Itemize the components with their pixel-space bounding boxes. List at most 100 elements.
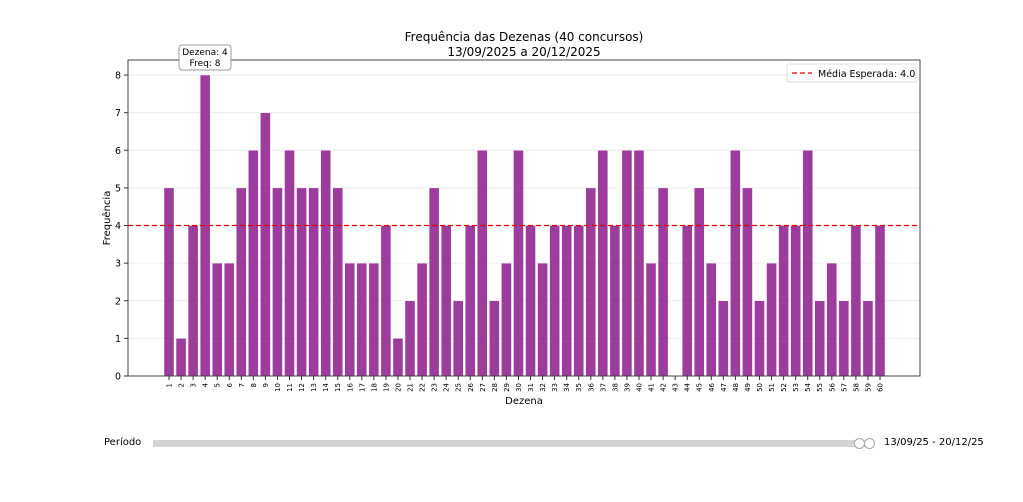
x-tick-label: 41 <box>648 383 656 392</box>
bar-dezena-31[interactable] <box>525 225 536 377</box>
bar-dezena-57[interactable] <box>838 300 850 377</box>
bar-dezena-39[interactable] <box>621 150 633 377</box>
bar-dezena-6[interactable] <box>224 262 235 377</box>
bar-dezena-32[interactable] <box>537 262 548 377</box>
bar-dezena-14[interactable] <box>320 150 331 377</box>
x-tick-label: 55 <box>816 383 824 392</box>
bar-dezena-52[interactable] <box>778 225 789 377</box>
bar-dezena-10[interactable] <box>272 187 283 377</box>
bar-dezena-55[interactable] <box>814 300 825 377</box>
x-tick-label: 53 <box>792 383 800 392</box>
bar-dezena-29[interactable] <box>501 262 512 377</box>
bar-dezena-56[interactable] <box>826 262 837 377</box>
bar-dezena-49[interactable] <box>742 187 753 377</box>
bar-dezena-19[interactable] <box>380 225 392 377</box>
bar-dezena-24[interactable] <box>440 225 452 377</box>
legend-label: Média Esperada: 4.0 <box>818 69 915 80</box>
x-tick-label: 46 <box>708 382 716 391</box>
x-tick-label: 16 <box>346 382 354 391</box>
bar-dezena-5[interactable] <box>212 262 223 377</box>
legend: Média Esperada: 4.0 <box>786 63 917 83</box>
bar-dezena-27[interactable] <box>477 150 488 377</box>
y-axis-label: Frequência <box>101 191 113 246</box>
bar-dezena-40[interactable] <box>633 150 645 377</box>
bar-dezena-41[interactable] <box>645 262 657 377</box>
x-tick-label: 45 <box>696 383 704 392</box>
bar-dezena-45[interactable] <box>694 187 705 377</box>
x-tick-label: 34 <box>563 382 571 391</box>
bar-dezena-60[interactable] <box>874 225 886 377</box>
bar-dezena-23[interactable] <box>428 187 440 377</box>
bar-dezena-25[interactable] <box>453 300 464 377</box>
bar-dezena-15[interactable] <box>332 187 343 377</box>
y-tick-label: 0 <box>115 372 121 383</box>
x-tick-label: 26 <box>467 382 475 391</box>
bar-dezena-8[interactable] <box>248 150 259 377</box>
bar-dezena-18[interactable] <box>368 262 380 377</box>
bar-dezena-42[interactable] <box>657 187 669 377</box>
x-tick-label: 44 <box>684 382 692 391</box>
bar-dezena-59[interactable] <box>862 300 874 377</box>
y-tick-label: 8 <box>115 71 121 82</box>
bar-dezena-37[interactable] <box>597 150 609 377</box>
x-tick-label: 50 <box>756 383 764 392</box>
bar-chart: Frequência das Dezenas (40 concursos) 13… <box>101 30 921 407</box>
bar-dezena-35[interactable] <box>573 225 584 377</box>
x-tick-label: 57 <box>840 383 848 392</box>
x-tick-label: 29 <box>503 383 511 392</box>
y-tick-label: 3 <box>115 259 121 270</box>
bar-dezena-9[interactable] <box>260 112 271 377</box>
x-tick-label: 47 <box>720 383 728 392</box>
bar-dezena-1[interactable] <box>163 187 175 377</box>
x-tick-label: 37 <box>599 383 607 392</box>
bar-dezena-36[interactable] <box>585 187 596 377</box>
tooltip-line1: Dezena: 4 <box>182 48 228 58</box>
bar-dezena-53[interactable] <box>790 225 801 377</box>
bar-dezena-20[interactable] <box>392 338 404 377</box>
bar-dezena-33[interactable] <box>549 225 560 377</box>
bar-dezena-11[interactable] <box>284 150 295 377</box>
y-tick-label: 1 <box>115 334 121 345</box>
period-slider-end-handle[interactable] <box>864 438 875 449</box>
bar-dezena-50[interactable] <box>754 300 765 377</box>
bar-dezena-51[interactable] <box>766 262 777 377</box>
x-tick-label: 1 <box>166 383 174 387</box>
x-tick-label: 27 <box>479 383 487 392</box>
y-tick-label: 6 <box>115 146 121 157</box>
x-tick-label: 28 <box>491 383 499 392</box>
bar-dezena-12[interactable] <box>296 187 307 377</box>
period-slider-value: 13/09/25 - 20/12/25 <box>884 437 984 448</box>
bar-dezena-47[interactable] <box>718 300 729 377</box>
x-tick-label: 49 <box>744 383 752 392</box>
x-tick-label: 54 <box>804 382 812 391</box>
bar-dezena-34[interactable] <box>561 225 572 377</box>
bar-dezena-22[interactable] <box>416 262 428 377</box>
bar-dezena-16[interactable] <box>344 262 355 377</box>
bar-dezena-58[interactable] <box>850 225 862 377</box>
x-tick-label: 42 <box>660 383 668 392</box>
x-tick-label: 25 <box>455 383 463 392</box>
x-tick-label: 35 <box>575 383 583 392</box>
bar-dezena-28[interactable] <box>489 300 500 377</box>
period-slider-track[interactable] <box>153 440 869 447</box>
x-tick-label: 2 <box>178 383 186 387</box>
bar-dezena-30[interactable] <box>513 150 524 377</box>
bar-dezena-54[interactable] <box>802 150 813 377</box>
x-tick-label: 58 <box>852 383 860 392</box>
bar-dezena-13[interactable] <box>308 187 319 377</box>
x-tick-label: 31 <box>527 383 535 392</box>
period-slider-label: Período <box>104 437 142 448</box>
bar-dezena-21[interactable] <box>404 300 416 377</box>
bar-dezena-3[interactable] <box>187 225 199 377</box>
bar-dezena-26[interactable] <box>465 225 476 377</box>
x-tick-label: 30 <box>515 383 523 392</box>
bar-dezena-38[interactable] <box>609 225 621 377</box>
x-tick-label: 38 <box>611 383 619 392</box>
bar-dezena-44[interactable] <box>681 225 693 377</box>
bar-dezena-46[interactable] <box>706 262 717 377</box>
bar-dezena-17[interactable] <box>356 262 368 377</box>
bar-dezena-48[interactable] <box>730 150 741 377</box>
bar-dezena-2[interactable] <box>175 338 187 377</box>
bar-dezena-7[interactable] <box>236 187 247 377</box>
